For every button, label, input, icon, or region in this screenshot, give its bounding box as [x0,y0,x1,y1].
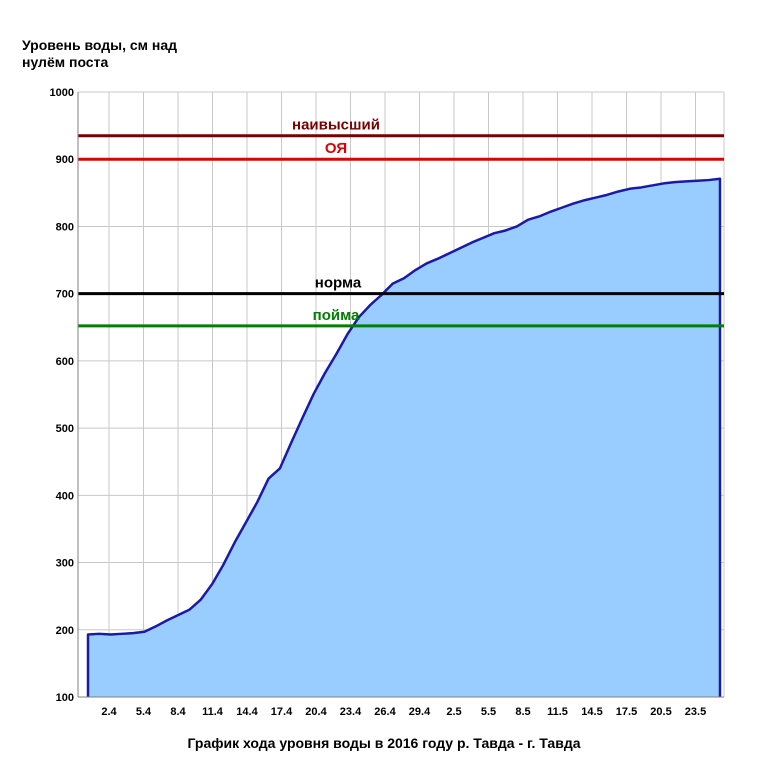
reference-lines: наивысший ОЯ норма пойма [78,117,724,328]
reference-line-label: наивысший [292,117,380,134]
series-line [86,177,722,697]
chart-title: График хода уровня воды в 2016 году р. Т… [187,735,580,751]
x-tick-label: 11.5 [547,706,568,718]
x-tick-label: 29.4 [409,706,431,718]
reference-line-label: пойма [313,307,360,324]
x-tick-label: 8.4 [170,706,186,718]
x-tick-label: 23.5 [685,706,706,718]
series-area-fill [88,178,720,697]
x-tick-label: 2.4 [101,706,117,718]
y-axis-label: Уровень воды, см над нулём поста [22,37,177,70]
y-tick-label: 200 [56,625,74,637]
y-tick-label: 100 [56,692,74,704]
y-tick-label: 300 [56,558,74,570]
x-tick-label: 2.5 [446,706,461,718]
y-tick-label: 500 [56,423,74,435]
reference-line-label: норма [315,275,362,292]
x-tick-label: 5.5 [481,706,496,718]
x-tick-label: 26.4 [374,706,396,718]
y-tick-label: 1000 [50,87,74,99]
data-area [86,177,722,697]
y-tick-label: 800 [56,221,74,233]
x-tick-label: 20.5 [650,706,671,718]
y-tick-label: 400 [56,490,74,502]
x-tick-label: 23.4 [340,706,362,718]
x-tick-label: 11.4 [202,706,224,718]
x-tick-label: 17.4 [271,706,293,718]
x-tick-label: 8.5 [515,706,530,718]
x-tick-label: 14.5 [581,706,602,718]
y-axis-label-line-2: нулём поста [22,54,108,70]
y-tick-labels: 100 200 300 400 500 600 700 800 900 1000 [50,87,74,704]
x-tick-labels: 2.4 5.4 8.4 11.4 14.4 17.4 20.4 23.4 26.4 29.4 2.5… [101,706,706,718]
x-tick-label: 20.4 [305,706,327,718]
y-tick-label: 600 [56,356,74,368]
x-tick-label: 14.4 [236,706,258,718]
axes [77,92,724,698]
x-tick-label: 17.5 [616,706,637,718]
x-tick-label: 5.4 [136,706,152,718]
y-axis-label-line-1: Уровень воды, см над [22,37,177,53]
y-tick-label: 900 [56,154,74,166]
reference-line-label: ОЯ [325,140,347,157]
y-tick-label: 700 [56,289,74,301]
